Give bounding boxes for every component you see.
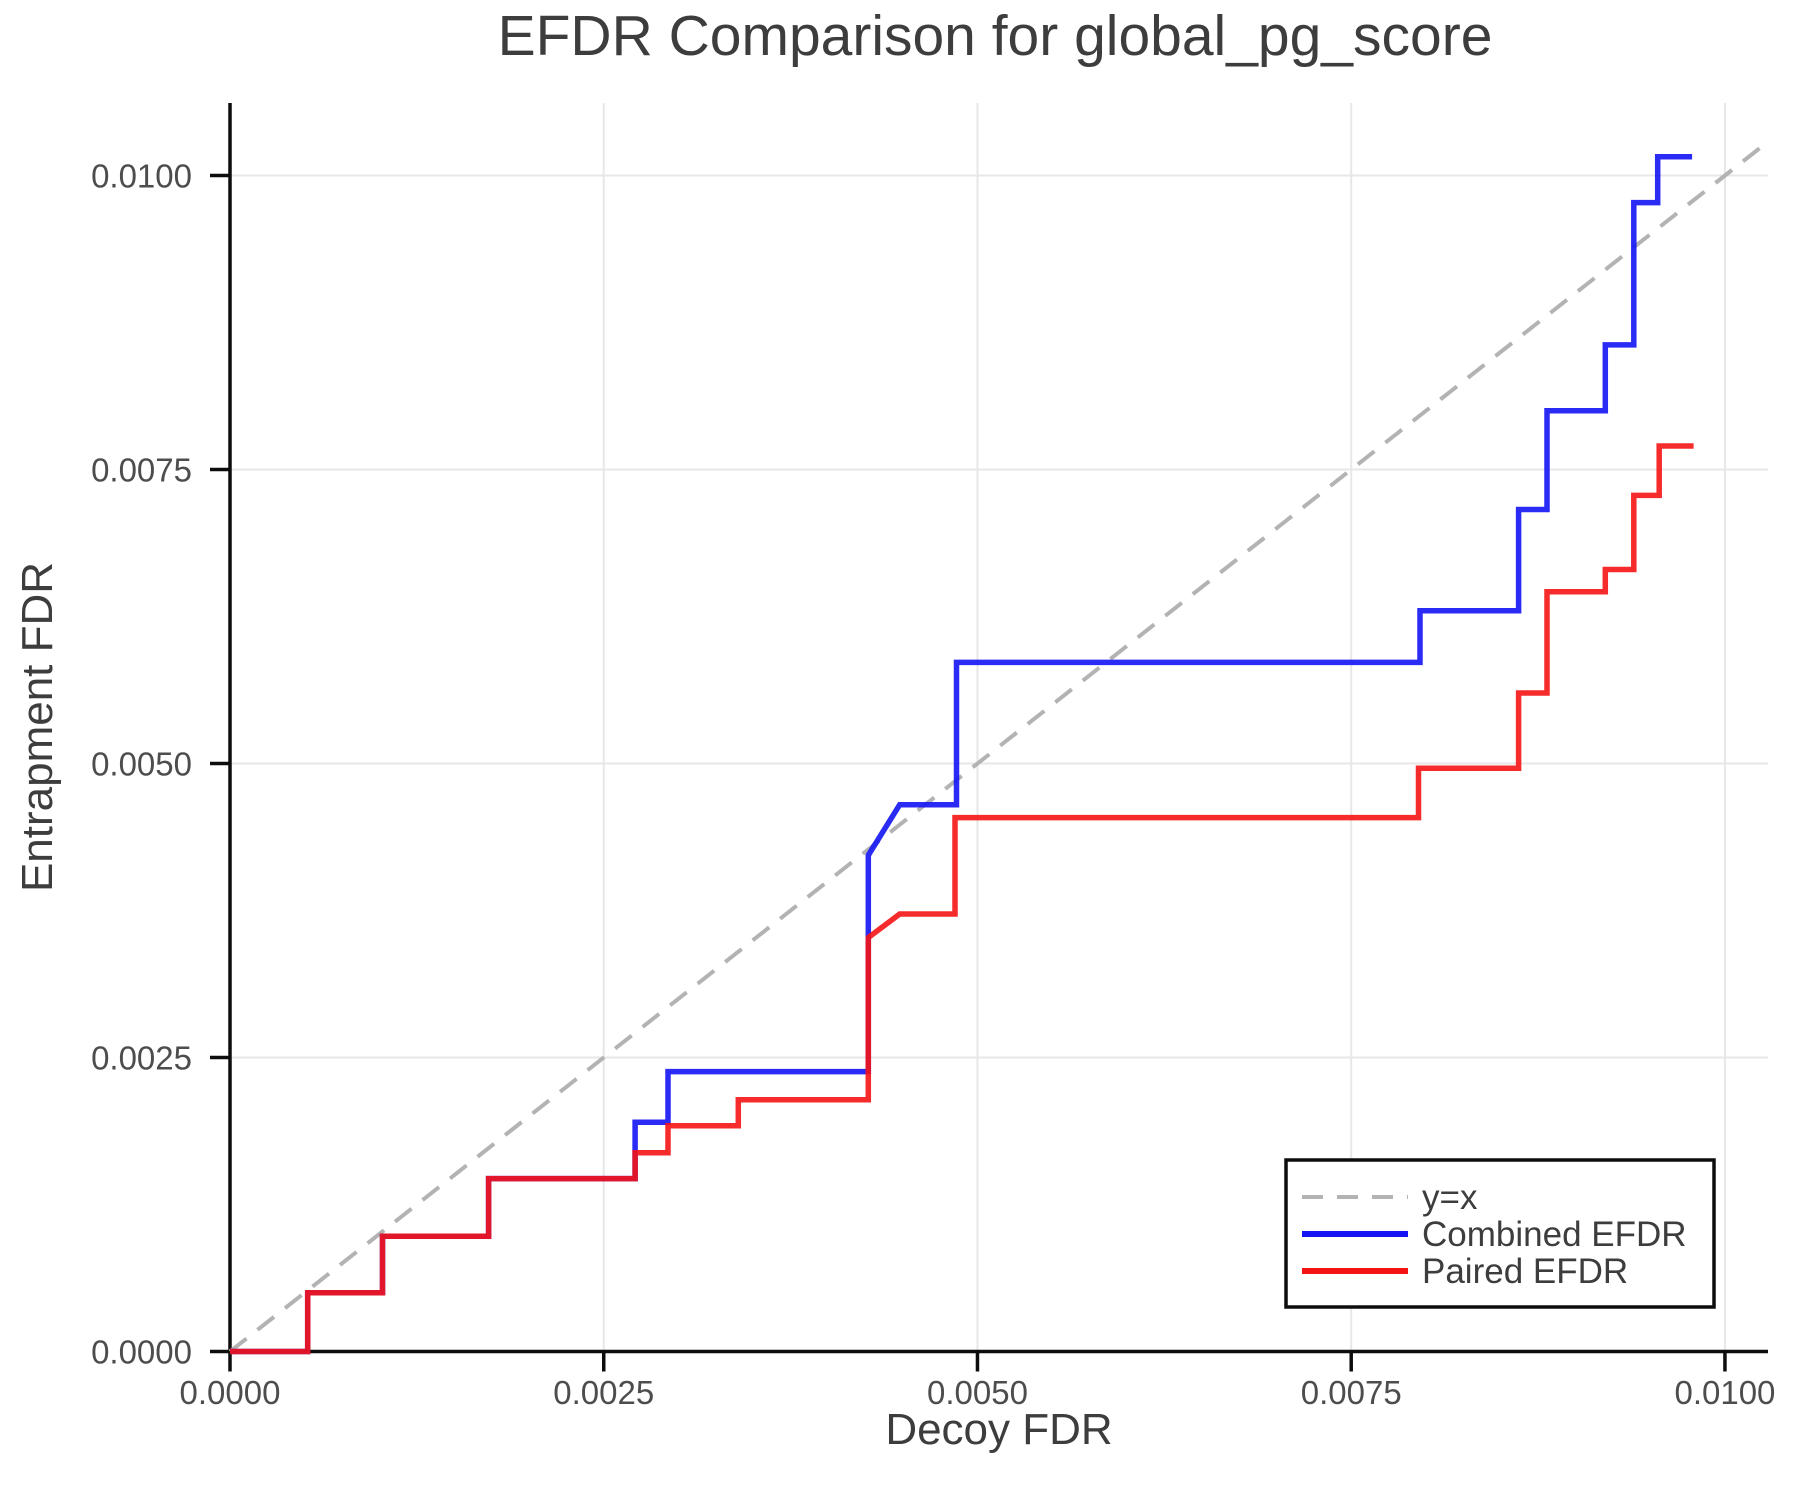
y-axis-label: Entrapment FDR xyxy=(13,562,62,892)
x-tick-label: 0.0050 xyxy=(927,1374,1028,1411)
x-tick-label: 0.0100 xyxy=(1674,1374,1775,1411)
axis-ticks xyxy=(210,173,1727,1372)
y-tick-label: 0.0025 xyxy=(91,1040,192,1077)
gridlines xyxy=(230,103,1768,1352)
legend-item-label: Paired EFDR xyxy=(1422,1252,1628,1291)
y-tick-label: 0.0000 xyxy=(91,1334,192,1371)
chart-title: EFDR Comparison for global_pg_score xyxy=(498,4,1493,68)
x-tick-label: 0.0000 xyxy=(180,1374,281,1411)
x-tick-labels: 0.0000 0.0025 0.0050 0.0075 0.0100 xyxy=(180,1374,1776,1411)
paired-efdr-line xyxy=(230,443,1694,1355)
y-tick-labels: 0.0000 0.0025 0.0050 0.0075 0.0100 xyxy=(91,158,192,1371)
x-axis-label: Decoy FDR xyxy=(885,1405,1112,1454)
legend-item-label: y=x xyxy=(1422,1178,1478,1217)
y-tick-label: 0.0100 xyxy=(91,158,192,195)
legend-item-label: Combined EFDR xyxy=(1422,1215,1687,1254)
y-tick-label: 0.0075 xyxy=(91,452,192,489)
x-tick-label: 0.0025 xyxy=(553,1374,654,1411)
x-tick-label: 0.0075 xyxy=(1301,1374,1402,1411)
y-tick-label: 0.0050 xyxy=(91,746,192,783)
y-equals-x-line xyxy=(228,140,1770,1354)
